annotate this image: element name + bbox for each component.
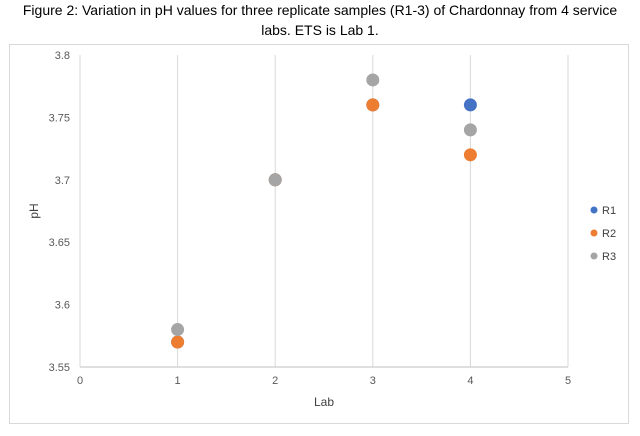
chart-title-line-1: Figure 2: Variation in pH values for thr… xyxy=(22,2,618,18)
x-tick-label: 5 xyxy=(565,375,571,387)
legend-label-r2: R2 xyxy=(602,228,616,240)
y-tick-label: 3.75 xyxy=(49,112,70,124)
scatter-chart: 0 1 2 3 4 5 3.55 3.6 3.65 3.7 3.75 3.8 Lab pH R1 R2 R3 xyxy=(27,50,616,409)
legend-label-r1: R1 xyxy=(602,205,616,217)
data-point-r3 xyxy=(171,323,185,337)
x-tick-label: 4 xyxy=(467,375,473,387)
legend-marker-r2 xyxy=(590,229,598,237)
data-point-r1 xyxy=(463,98,477,112)
x-tick-label: 0 xyxy=(77,375,83,387)
legend-marker-r3 xyxy=(590,252,598,260)
data-point-r2 xyxy=(463,148,477,162)
y-tick-label: 3.7 xyxy=(55,175,70,187)
chart-title-line-2: labs. ETS is Lab 1. xyxy=(261,22,379,38)
x-tick-label: 2 xyxy=(272,375,278,387)
y-tick-label: 3.8 xyxy=(55,50,70,62)
x-tick-label: 1 xyxy=(175,375,181,387)
x-axis-title: Lab xyxy=(314,395,334,409)
data-point-r3 xyxy=(268,173,282,187)
data-point-r3 xyxy=(463,123,477,137)
x-tick-label: 3 xyxy=(370,375,376,387)
legend-label-r3: R3 xyxy=(602,251,616,263)
data-point-r2 xyxy=(171,335,185,349)
y-tick-label: 3.6 xyxy=(55,300,70,312)
y-tick-label: 3.65 xyxy=(49,237,70,249)
data-point-r3 xyxy=(366,73,380,87)
data-point-r2 xyxy=(366,98,380,112)
legend-marker-r1 xyxy=(590,206,598,214)
y-tick-label: 3.55 xyxy=(49,362,70,374)
y-axis-title: pH xyxy=(27,203,41,218)
chart-area: 0 1 2 3 4 5 3.55 3.6 3.65 3.7 3.75 3.8 Lab pH R1 R2 R3 xyxy=(9,44,629,424)
